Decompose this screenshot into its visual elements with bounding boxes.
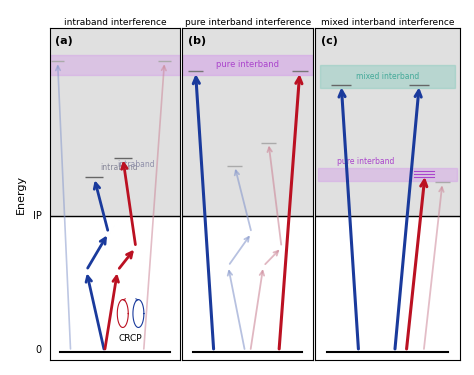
- Text: IP: IP: [33, 211, 42, 220]
- Title: pure interband interference: pure interband interference: [184, 18, 311, 27]
- Bar: [50, 28, 180, 216]
- Text: Energy: Energy: [16, 174, 26, 214]
- Bar: [182, 55, 313, 75]
- Text: CRCP: CRCP: [119, 334, 142, 343]
- Bar: [318, 168, 457, 181]
- Title: intraband interference: intraband interference: [64, 18, 166, 27]
- Text: intraband: intraband: [100, 163, 138, 172]
- Bar: [315, 28, 460, 216]
- Text: pure interband: pure interband: [337, 157, 394, 166]
- Bar: [50, 55, 180, 75]
- Text: (a): (a): [55, 36, 73, 46]
- Text: pure interband: pure interband: [216, 60, 279, 69]
- Bar: [319, 64, 456, 88]
- Text: (c): (c): [321, 36, 338, 46]
- Title: mixed interband interference: mixed interband interference: [321, 18, 454, 27]
- Text: mixed interband: mixed interband: [356, 72, 419, 81]
- Bar: [182, 28, 313, 216]
- Text: intraband: intraband: [118, 160, 155, 169]
- Text: 0: 0: [36, 345, 42, 355]
- Text: (b): (b): [188, 36, 206, 46]
